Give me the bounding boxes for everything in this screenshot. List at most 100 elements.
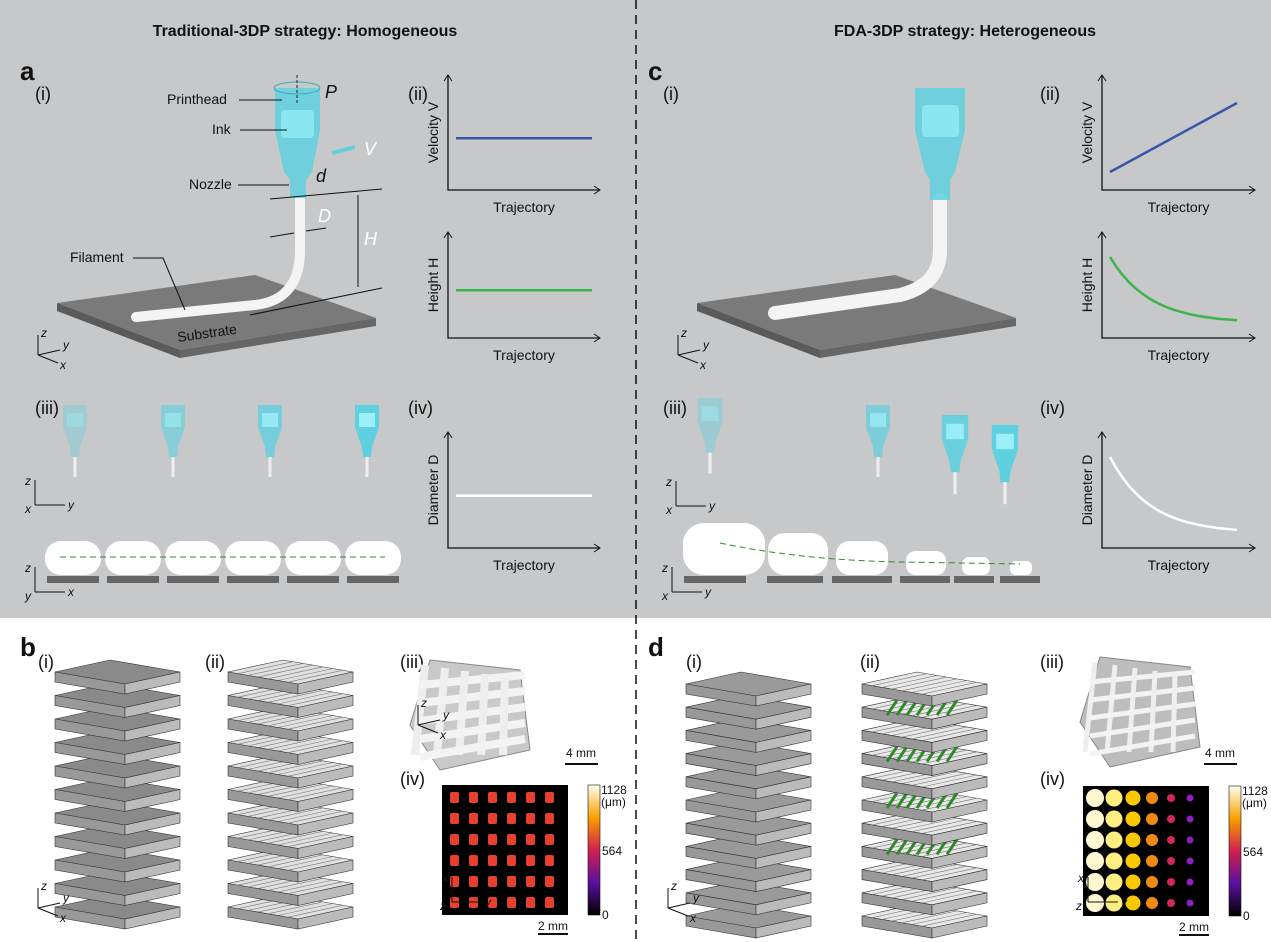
- layer-front: [755, 706, 812, 730]
- axis-label-y: y: [708, 499, 716, 513]
- layer-front: [124, 695, 181, 718]
- green-filament: [945, 745, 959, 763]
- layer-front: [124, 859, 181, 883]
- filament-line: [267, 784, 324, 797]
- strut: [1089, 669, 1196, 685]
- panel-a: a: [20, 56, 35, 86]
- layer-front: [124, 883, 181, 906]
- axis-triad: [37, 335, 61, 364]
- layer-front: [755, 846, 812, 869]
- green-filament: [895, 838, 909, 856]
- subpanel-label-ii: (ii): [860, 652, 880, 672]
- strut-spot: [1146, 834, 1158, 846]
- green-filament: [895, 745, 909, 763]
- strut-spot: [1167, 899, 1175, 907]
- substrate-block: [347, 576, 399, 583]
- axis-arrows: [443, 74, 601, 195]
- layer-front: [755, 683, 812, 707]
- filament-section: [105, 541, 161, 575]
- filament-section: [45, 541, 101, 575]
- strut-spot: [526, 876, 535, 887]
- filament-line: [911, 819, 968, 832]
- label-ink: Ink: [212, 121, 232, 137]
- substrate-block: [227, 576, 279, 583]
- axis-label-z: z: [40, 326, 47, 340]
- strut-spot: [450, 792, 459, 803]
- strut: [411, 664, 429, 756]
- layer-front: [755, 776, 812, 800]
- strut-spot: [526, 834, 535, 845]
- axis-label-z: z: [40, 879, 47, 893]
- colorbar: [587, 784, 601, 916]
- axis-label-x: x: [67, 585, 75, 599]
- strut-spot: [1167, 815, 1175, 823]
- strut: [1089, 733, 1196, 757]
- chart-axes: [447, 232, 600, 339]
- subpanel-label-iv: (iv): [408, 398, 433, 418]
- substrate-block: [684, 576, 746, 583]
- filament-section: [906, 551, 946, 575]
- strut-spot: [488, 813, 497, 824]
- layer-front: [124, 836, 181, 859]
- y-axis-label: Height H: [1079, 258, 1095, 312]
- axis-triad: [667, 888, 691, 917]
- green-filament: [945, 792, 959, 809]
- heatmap: [442, 785, 568, 915]
- label-filament: Filament: [70, 249, 124, 265]
- layer-front: [931, 846, 988, 869]
- subpanel-label-iii: (iii): [1040, 652, 1064, 672]
- layer-front: [755, 730, 812, 753]
- strut: [433, 667, 449, 756]
- strut: [1089, 717, 1196, 739]
- scalebar-label: 4 mm: [1205, 746, 1235, 760]
- filament-line: [267, 666, 324, 680]
- substrate-block: [167, 576, 219, 583]
- filament-section: [285, 541, 341, 575]
- strut: [1089, 685, 1196, 703]
- filament-line: [921, 728, 978, 741]
- axis-label-x: x: [689, 911, 697, 925]
- scalebar-label: 4 mm: [566, 746, 596, 760]
- filament-line: [921, 890, 978, 904]
- filament-line: [277, 691, 334, 705]
- strut-spot: [1146, 792, 1158, 804]
- strut-spot: [545, 813, 554, 824]
- strut-spot: [1105, 852, 1123, 870]
- substrate-block: [287, 576, 339, 583]
- strut-spot: [1125, 832, 1141, 848]
- filament-line: [901, 887, 958, 900]
- title-right: FDA-3DP strategy: Heterogeneous: [834, 23, 1096, 40]
- panel-b: b: [20, 632, 36, 662]
- strut-spot: [526, 855, 535, 866]
- filament-line: [921, 821, 978, 834]
- series-line: [1108, 456, 1238, 532]
- strut-spot: [526, 813, 535, 824]
- layer-front: [755, 799, 812, 823]
- ink: [946, 423, 964, 440]
- strut-spot: [1125, 853, 1141, 869]
- filament-line: [267, 760, 324, 774]
- axis-triad: [34, 567, 65, 593]
- layer-front: [297, 859, 354, 883]
- strut-spot: [1086, 894, 1104, 912]
- layer-front: [124, 742, 181, 765]
- axis-label-z: z: [1075, 899, 1082, 913]
- subpanel-labels: (i) (ii) (iii) (iv) (i) (ii) (iii) (iv) (i) (ii) (…: [35, 84, 1065, 789]
- filament-line: [277, 903, 334, 916]
- filament-line: [911, 889, 968, 902]
- strut-spot: [1105, 810, 1123, 828]
- panel-c: c: [648, 56, 662, 86]
- strut-spot: [507, 834, 516, 845]
- series-line: [1108, 256, 1238, 322]
- layer-front: [931, 799, 988, 823]
- substrate-block: [47, 576, 99, 583]
- layer-front: [297, 812, 354, 836]
- axis-label-y: y: [702, 338, 710, 352]
- axis-label-x: x: [699, 358, 707, 372]
- filament-line: [287, 810, 344, 824]
- strut-spot: [545, 834, 554, 845]
- filament-line: [247, 663, 304, 676]
- strut-spot: [526, 792, 535, 803]
- trajectory-charts: Trajectory Velocity V Trajectory Height H Tr…: [425, 74, 1256, 573]
- layer-front: [755, 869, 812, 892]
